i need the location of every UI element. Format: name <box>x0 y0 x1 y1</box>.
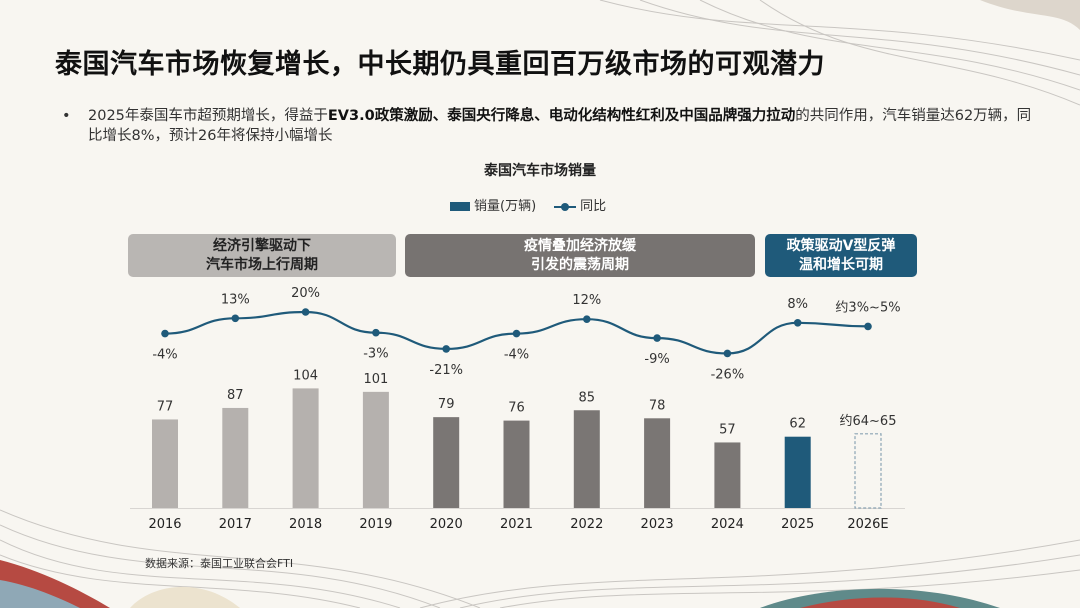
bar-label-2025: 62 <box>789 417 806 432</box>
x-tick-2020: 2020 <box>430 517 463 532</box>
chart-legend: 销量(万辆) 同比 <box>450 195 606 214</box>
phase-line: 引发的震荡周期 <box>531 256 629 273</box>
bullet-marker: • <box>62 108 71 124</box>
bar-label-2023: 78 <box>649 398 666 413</box>
x-tick-2017: 2017 <box>219 517 252 532</box>
yoy-label-2019: -3% <box>363 347 388 362</box>
bar-label-2021: 76 <box>508 401 525 416</box>
summary-bullet: • 2025年泰国车市超预期增长，得益于EV3.0政策激励、泰国央行降息、电动化… <box>62 106 1032 146</box>
yoy-label-2017: 13% <box>221 292 250 307</box>
legend-label-yoy: 同比 <box>580 199 607 214</box>
yoy-label-2024: -26% <box>711 367 745 382</box>
yoy-label-2021: -4% <box>504 348 529 363</box>
chart-title: 泰国汽车市场销量 <box>484 163 596 179</box>
bar-2016 <box>152 419 178 508</box>
bar-2025 <box>784 436 811 508</box>
yoy-point-2026E <box>864 322 872 331</box>
bar-2024 <box>714 442 741 508</box>
bar-label-2026E: 约64~65 <box>840 414 897 429</box>
legend-label-sales: 销量(万辆) <box>474 199 537 214</box>
data-source-note: 数据来源：泰国工业联合会FTI <box>145 557 294 570</box>
yoy-point-2017 <box>231 314 240 323</box>
bar-label-2016: 77 <box>157 399 174 414</box>
bar-2026E <box>854 433 882 509</box>
yoy-point-2023 <box>653 334 661 342</box>
x-tick-2025: 2025 <box>781 517 814 532</box>
yoy-label-2025: 8% <box>787 297 808 312</box>
x-tick-2024: 2024 <box>711 517 744 532</box>
bar-2021 <box>503 420 530 508</box>
yoy-point-2020 <box>442 345 451 353</box>
yoy-point-2016 <box>161 329 169 338</box>
bullet-text-2: 的共同作用，汽车销量达62万辆，同比增长8%，预计26年将保持小幅增长 <box>88 108 1032 144</box>
bar-2019 <box>362 391 389 508</box>
x-tick-2022: 2022 <box>570 517 603 532</box>
x-tick-2026E: 2026E <box>847 517 888 532</box>
yoy-point-2022 <box>583 315 591 324</box>
phase-line: 政策驱动V型反弹 <box>786 237 896 254</box>
yoy-label-2018: 20% <box>291 286 320 301</box>
bar-label-2024: 57 <box>719 422 736 437</box>
bullet-text-bold: EV3.0政策激励、泰国央行降息、电动化结构性红利及中国品牌强力拉动 <box>327 108 796 124</box>
x-tick-2023: 2023 <box>641 517 674 532</box>
yoy-point-2025 <box>793 319 802 327</box>
bar-2020 <box>433 417 460 508</box>
bar-2017 <box>222 407 249 508</box>
phase-line: 温和增长可期 <box>799 256 883 273</box>
legend-bar-swatch <box>450 202 470 211</box>
x-tick-2016: 2016 <box>148 517 181 532</box>
yoy-label-2022: 12% <box>572 293 601 308</box>
x-tick-2018: 2018 <box>289 517 322 532</box>
phase-box-volatility: 疫情叠加经济放缓 引发的震荡周期 <box>405 234 755 277</box>
legend-item-sales: 销量(万辆) <box>450 195 536 214</box>
bar-2018 <box>292 388 319 508</box>
phase-line: 经济引擎驱动下 <box>213 237 311 254</box>
page-title: 泰国汽车市场恢复增长，中长期仍具重回百万级市场的可观潜力 <box>55 49 825 80</box>
bar-2023 <box>644 418 671 508</box>
yoy-point-2018 <box>301 308 310 316</box>
yoy-label-2023: -9% <box>644 352 669 367</box>
phase-box-growth: 经济引擎驱动下 汽车市场上行周期 <box>128 234 396 277</box>
bar-label-2019: 101 <box>363 372 388 387</box>
legend-item-yoy: 同比 <box>554 195 606 214</box>
bar-2022 <box>573 410 600 508</box>
x-tick-2021: 2021 <box>500 517 533 532</box>
yoy-point-2019 <box>372 328 380 337</box>
bar-label-2017: 87 <box>227 388 244 403</box>
phase-line: 汽车市场上行周期 <box>206 256 318 273</box>
bar-label-2020: 79 <box>438 397 455 412</box>
yoy-label-2026E: 约3%~5% <box>835 300 900 315</box>
x-tick-2019: 2019 <box>359 517 392 532</box>
phase-line: 疫情叠加经济放缓 <box>524 237 636 254</box>
legend-line-swatch <box>554 202 577 211</box>
yoy-label-2016: -4% <box>152 348 177 363</box>
yoy-point-2024 <box>723 349 732 358</box>
bar-label-2018: 104 <box>293 368 318 383</box>
yoy-point-2021 <box>512 329 521 338</box>
bullet-text-1: 2025年泰国车市超预期增长，得益于 <box>88 108 328 124</box>
yoy-label-2020: -21% <box>429 363 463 378</box>
phase-box-rebound: 政策驱动V型反弹 温和增长可期 <box>765 234 917 277</box>
bar-label-2022: 85 <box>579 390 596 405</box>
